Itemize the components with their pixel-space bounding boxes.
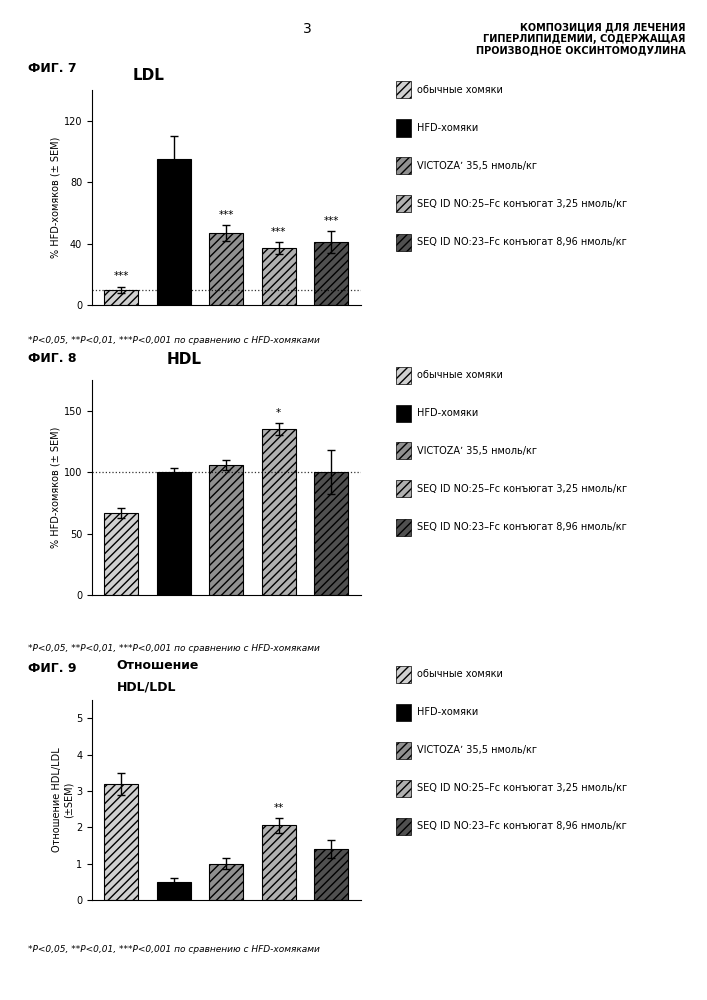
Text: *P<0,05, **P<0,01, ***P<0,001 по сравнению с HFD-хомяками: *P<0,05, **P<0,01, ***P<0,001 по сравнен… [28, 336, 320, 345]
Text: обычные хомяки: обычные хомяки [417, 370, 503, 380]
Text: *P<0,05, **P<0,01, ***P<0,001 по сравнению с HFD-хомяками: *P<0,05, **P<0,01, ***P<0,001 по сравнен… [28, 945, 320, 954]
Text: SEQ ID NO:25–Fc конъюгат 3,25 нмоль/кг: SEQ ID NO:25–Fc конъюгат 3,25 нмоль/кг [417, 199, 627, 209]
Text: HFD-хомяки: HFD-хомяки [417, 123, 479, 133]
Text: 3: 3 [303, 22, 312, 36]
Text: ФИГ. 9: ФИГ. 9 [28, 662, 77, 675]
Bar [104, 784, 139, 900]
Bar [314, 472, 349, 595]
Text: SEQ ID NO:23–Fc конъюгат 8,96 нмоль/кг: SEQ ID NO:23–Fc конъюгат 8,96 нмоль/кг [417, 522, 627, 532]
Bar [209, 864, 243, 900]
Text: ФИГ. 7: ФИГ. 7 [28, 62, 77, 75]
Text: **: ** [274, 803, 284, 813]
Text: HFD-хомяки: HFD-хомяки [417, 707, 479, 717]
Text: КОМПОЗИЦИЯ ДЛЯ ЛЕЧЕНИЯ
ГИПЕРЛИПИДЕМИИ, СОДЕРЖАЩАЯ
ПРОИЗВОДНОЕ ОКСИНТОМОДУЛИНА: КОМПОЗИЦИЯ ДЛЯ ЛЕЧЕНИЯ ГИПЕРЛИПИДЕМИИ, С… [476, 22, 686, 55]
Text: HDL/LDL: HDL/LDL [117, 680, 176, 693]
Text: LDL: LDL [132, 68, 165, 83]
Text: HDL: HDL [166, 352, 201, 367]
Bar [314, 849, 349, 900]
Text: SEQ ID NO:23–Fc конъюгат 8,96 нмоль/кг: SEQ ID NO:23–Fc конъюгат 8,96 нмоль/кг [417, 237, 627, 247]
Text: обычные хомяки: обычные хомяки [417, 669, 503, 679]
Bar [104, 513, 139, 595]
Y-axis label: % HFD-хомяков (± SEM): % HFD-хомяков (± SEM) [51, 137, 61, 258]
Bar [262, 429, 296, 595]
Y-axis label: % HFD-хомяков (± SEM): % HFD-хомяков (± SEM) [51, 427, 61, 548]
Bar [314, 242, 349, 305]
Text: Отношение: Отношение [117, 659, 199, 672]
Text: VICTOZAʼ 35,5 нмоль/кг: VICTOZAʼ 35,5 нмоль/кг [417, 745, 537, 755]
Text: ***: *** [218, 210, 234, 220]
Text: SEQ ID NO:23–Fc конъюгат 8,96 нмоль/кг: SEQ ID NO:23–Fc конъюгат 8,96 нмоль/кг [417, 821, 627, 831]
Bar [157, 472, 191, 595]
Text: *: * [276, 408, 281, 418]
Text: обычные хомяки: обычные хомяки [417, 85, 503, 95]
Text: VICTOZAʼ 35,5 нмоль/кг: VICTOZAʼ 35,5 нмоль/кг [417, 446, 537, 456]
Bar [157, 159, 191, 305]
Text: ***: *** [271, 227, 286, 237]
Text: HFD-хомяки: HFD-хомяки [417, 408, 479, 418]
Bar [157, 882, 191, 900]
Bar [262, 248, 296, 305]
Y-axis label: Отношение HDL/LDL
(±SEM): Отношение HDL/LDL (±SEM) [52, 748, 73, 852]
Text: SEQ ID NO:25–Fc конъюгат 3,25 нмоль/кг: SEQ ID NO:25–Fc конъюгат 3,25 нмоль/кг [417, 484, 627, 494]
Bar [209, 465, 243, 595]
Text: ***: *** [114, 271, 129, 281]
Bar [209, 233, 243, 305]
Bar [262, 825, 296, 900]
Text: SEQ ID NO:25–Fc конъюгат 3,25 нмоль/кг: SEQ ID NO:25–Fc конъюгат 3,25 нмоль/кг [417, 783, 627, 793]
Text: VICTOZAʼ 35,5 нмоль/кг: VICTOZAʼ 35,5 нмоль/кг [417, 161, 537, 171]
Bar [104, 290, 139, 305]
Text: ФИГ. 8: ФИГ. 8 [28, 352, 77, 365]
Text: ***: *** [324, 216, 339, 226]
Text: *P<0,05, **P<0,01, ***P<0,001 по сравнению с HFD-хомяками: *P<0,05, **P<0,01, ***P<0,001 по сравнен… [28, 644, 320, 653]
